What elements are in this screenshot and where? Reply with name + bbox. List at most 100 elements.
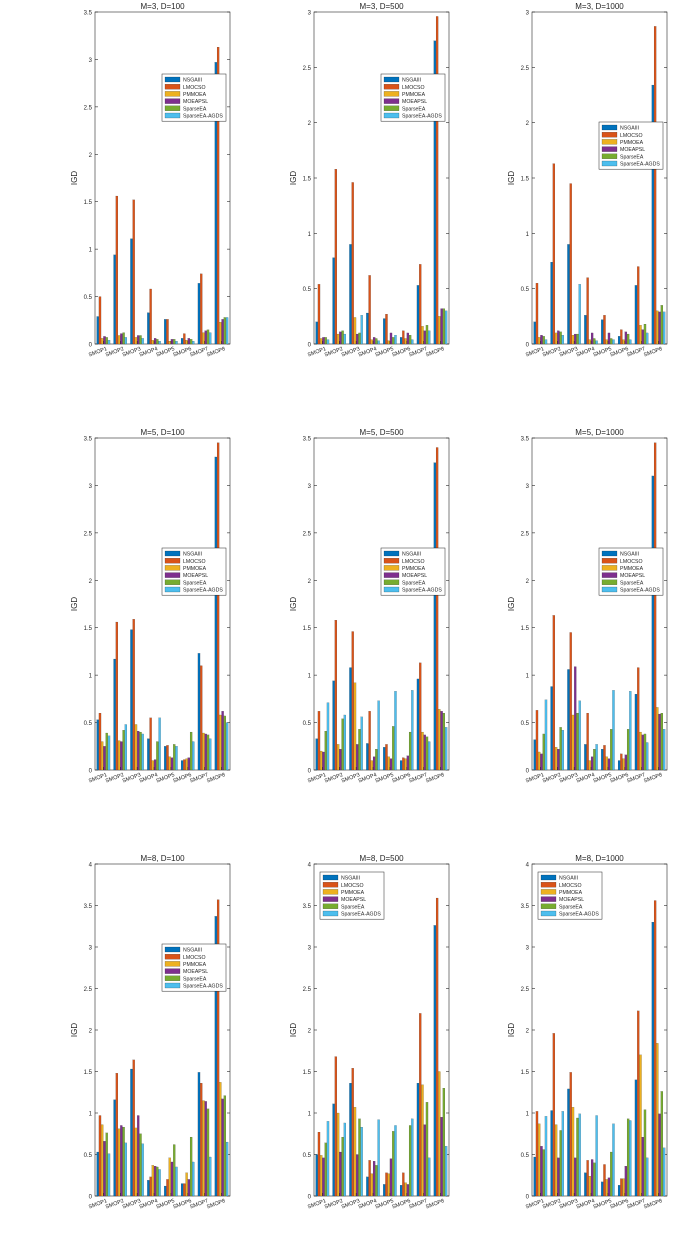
bar (603, 745, 606, 771)
bar (542, 733, 545, 771)
bar (656, 1043, 659, 1197)
bar (216, 47, 220, 345)
legend-label: SparseEA (402, 580, 426, 586)
legend-swatch (164, 961, 181, 967)
legend-swatch (383, 91, 400, 97)
y-tick-label: 2.5 (521, 66, 530, 72)
bar (351, 182, 354, 345)
y-axis-label: IGD (289, 597, 298, 611)
bar (372, 1161, 376, 1197)
bar (320, 338, 323, 345)
bar (595, 340, 598, 345)
bar (444, 310, 448, 345)
bar (399, 1185, 403, 1197)
bar (544, 1116, 548, 1197)
bar (612, 339, 615, 345)
bar (544, 339, 548, 345)
bar (358, 1118, 361, 1197)
bar (404, 758, 407, 771)
bar (624, 754, 627, 771)
bar (593, 1162, 596, 1197)
bar (214, 916, 217, 1197)
bar (634, 1079, 638, 1197)
legend-label: LMOCSO (402, 85, 424, 91)
legend-swatch (383, 579, 400, 585)
bar (139, 335, 142, 345)
legend-label: LMOCSO (183, 559, 205, 565)
bar (336, 744, 340, 771)
legend-swatch (383, 572, 400, 578)
legend-swatch (601, 586, 618, 593)
bar (315, 321, 318, 345)
y-tick-label: 0.5 (303, 1153, 312, 1159)
bar (124, 337, 127, 345)
bar (578, 1113, 581, 1197)
bar (192, 341, 195, 345)
bar (149, 717, 152, 771)
bar (603, 1164, 606, 1197)
bar (641, 1136, 644, 1197)
legend-swatch (164, 550, 181, 557)
bar (610, 729, 613, 771)
bar (168, 341, 171, 345)
bar (617, 336, 621, 345)
bar (595, 744, 598, 771)
bar (343, 333, 346, 345)
bar (317, 1132, 321, 1197)
legend-label: SparseEA (341, 904, 365, 910)
bar (377, 340, 380, 345)
bar (377, 700, 380, 771)
bar (341, 718, 344, 771)
bar (147, 1180, 150, 1197)
bar (593, 749, 596, 771)
x-tick-label: SMOP8 (643, 1198, 663, 1210)
bar (605, 756, 608, 771)
bar (660, 713, 663, 771)
y-tick-label: 2 (308, 1029, 312, 1035)
bar (197, 653, 201, 771)
y-tick-label: 3.5 (303, 437, 312, 443)
bar (137, 335, 140, 345)
bar (332, 1103, 335, 1197)
bar (620, 753, 623, 771)
legend-label: NSGAIII (559, 876, 578, 882)
bar (578, 284, 581, 345)
bar (324, 337, 327, 345)
bar (189, 1136, 193, 1197)
bar (561, 335, 564, 345)
bar (137, 1115, 140, 1197)
bar (574, 666, 577, 771)
y-tick-label: 2.5 (303, 987, 312, 993)
y-tick-label: 3.5 (303, 904, 312, 910)
bar (339, 331, 342, 345)
legend-swatch (601, 124, 618, 131)
bar (120, 741, 123, 771)
bar (320, 750, 323, 771)
legend-label: SparseEA (183, 976, 207, 982)
legend-label: SparseEA (559, 904, 583, 910)
bar (387, 756, 390, 771)
legend-swatch (540, 889, 557, 895)
bar (392, 337, 395, 345)
bar (387, 1173, 390, 1197)
bar (561, 730, 564, 771)
bar (122, 1127, 125, 1197)
bar (554, 332, 558, 345)
bar (656, 310, 659, 345)
bar (153, 1166, 157, 1197)
bar (132, 199, 135, 345)
y-tick-label: 1.5 (84, 200, 93, 206)
bar (368, 711, 371, 771)
y-tick-label: 0 (526, 1195, 530, 1201)
bar (442, 713, 445, 771)
bar (370, 339, 373, 345)
legend-label: PMMOEA (183, 92, 207, 98)
bar (643, 733, 647, 771)
bar (156, 741, 159, 771)
bar (557, 1157, 560, 1197)
bar (120, 1125, 123, 1197)
bar (351, 631, 354, 771)
bar (586, 713, 589, 771)
